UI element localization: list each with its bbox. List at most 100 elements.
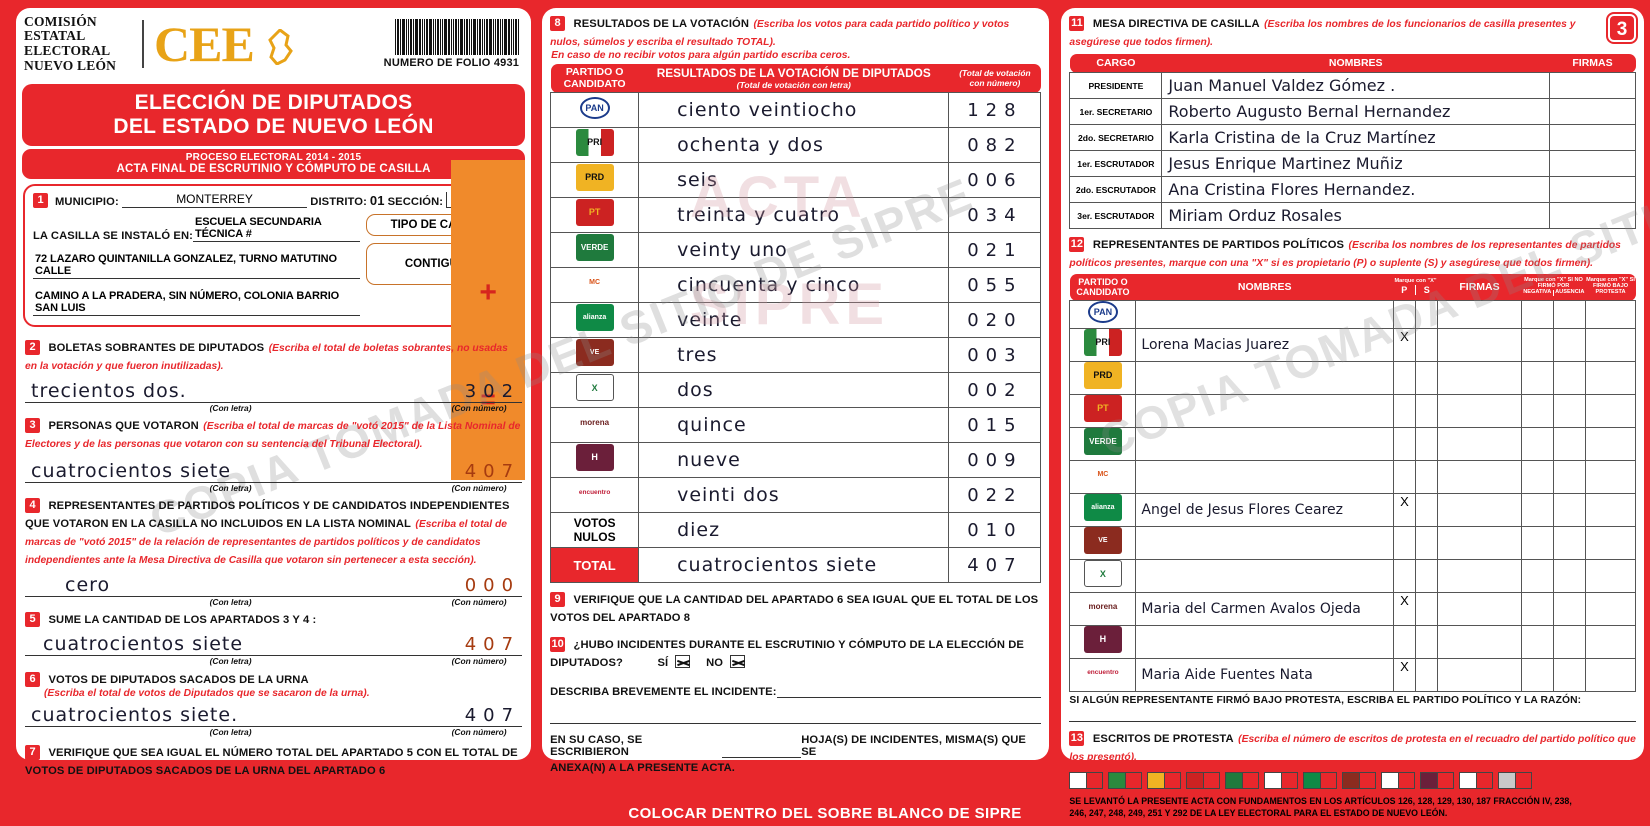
mesa-nombre[interactable]: Juan Manuel Valdez Gómez . [1161,72,1550,99]
votes-number[interactable]: 082 [948,127,1042,163]
mesa-firma[interactable] [1549,202,1636,229]
votes-text[interactable]: tres [638,337,950,373]
votes-text[interactable]: diez [638,512,950,548]
rep-ps-cell[interactable]: X [1393,328,1438,362]
rep-protesta-cell[interactable] [1585,460,1636,494]
rep-firma[interactable] [1437,493,1522,527]
mesa-nombre[interactable]: Miriam Orduz Rosales [1161,202,1550,229]
rep-nombre[interactable] [1135,559,1394,593]
rep-ps-cell[interactable] [1393,559,1438,593]
votes-text[interactable]: dos [638,372,950,408]
rep-protesta-cell[interactable] [1585,493,1636,527]
rep-nombre[interactable] [1135,300,1394,329]
votes-number[interactable]: 010 [948,512,1042,548]
votes-number[interactable]: 002 [948,372,1042,408]
votes-text[interactable]: cuatrocientos siete [638,547,950,583]
rep-protesta-cell[interactable] [1585,559,1636,593]
votes-number[interactable]: 022 [948,477,1042,513]
votes-number[interactable]: 407 [948,547,1042,583]
rep-nofirmo-cell[interactable] [1521,427,1586,461]
votes-text[interactable]: quince [638,407,950,443]
distrito-value[interactable]: 01 [369,193,385,209]
protest-box-pri[interactable] [1108,772,1143,790]
rep-nofirmo-cell[interactable] [1521,658,1586,692]
votes-number[interactable]: 055 [948,267,1042,303]
rep-firma[interactable] [1437,559,1522,593]
votes-number[interactable]: 003 [948,337,1042,373]
votes-text[interactable]: veinty uno [638,232,950,268]
votes-text[interactable]: cincuenta y cinco [638,267,950,303]
rep-nofirmo-cell[interactable] [1521,625,1586,659]
rep-nombre[interactable] [1135,460,1394,494]
section-3-numero[interactable]: 407 [436,461,523,484]
protest-box-pan[interactable] [1069,772,1104,790]
mesa-nombre[interactable]: Karla Cristina de la Cruz Martínez [1161,124,1550,151]
mesa-firma[interactable] [1549,150,1636,177]
votes-number[interactable]: 009 [948,442,1042,478]
votes-number[interactable]: 034 [948,197,1042,233]
protest-box-encuentro[interactable] [1459,772,1494,790]
rep-firma[interactable] [1437,300,1522,329]
rep-nombre[interactable] [1135,361,1394,395]
votes-number[interactable]: 020 [948,302,1042,338]
mesa-firma[interactable] [1549,124,1636,151]
section-2-letra[interactable]: trecientos dos. [25,380,437,404]
rep-nofirmo-cell[interactable] [1521,559,1586,593]
rep-nombre[interactable]: Lorena Macias Juarez [1135,328,1394,362]
rep-ps-cell[interactable] [1393,427,1438,461]
no-checkbox[interactable] [729,655,745,668]
si-checkbox[interactable] [674,655,690,668]
votes-number[interactable]: 021 [948,232,1042,268]
rep-firma[interactable] [1437,625,1522,659]
section-6-numero[interactable]: 407 [436,705,523,728]
votes-number[interactable]: 015 [948,407,1042,443]
rep-protesta-cell[interactable] [1585,427,1636,461]
rep-nofirmo-cell[interactable] [1521,394,1586,428]
protest-box-prd[interactable] [1147,772,1182,790]
rep-nofirmo-cell[interactable] [1521,526,1586,560]
mesa-firma[interactable] [1549,98,1636,125]
rep-nombre[interactable] [1135,394,1394,428]
rep-protesta-cell[interactable] [1585,300,1636,329]
rep-protesta-cell[interactable] [1585,625,1636,659]
section-5-letra[interactable]: cuatrocientos siete [25,633,437,657]
rep-ps-cell[interactable]: X [1393,592,1438,626]
mesa-nombre[interactable]: Ana Cristina Flores Hernandez. [1161,176,1550,203]
protest-box-verde[interactable] [1225,772,1260,790]
rep-nofirmo-cell[interactable] [1521,493,1586,527]
protest-input[interactable] [1069,706,1636,722]
votes-text[interactable]: ochenta y dos [638,127,950,163]
rep-nombre[interactable]: Angel de Jesus Flores Cearez [1135,493,1394,527]
protest-box-extra[interactable] [1498,772,1533,790]
rep-nofirmo-cell[interactable] [1521,300,1586,329]
mesa-nombre[interactable]: Roberto Augusto Bernal Hernandez [1161,98,1550,125]
votes-text[interactable]: nueve [638,442,950,478]
rep-protesta-cell[interactable] [1585,361,1636,395]
section-5-numero[interactable]: 407 [436,634,523,657]
protest-box-alianza[interactable] [1303,772,1338,790]
rep-firma[interactable] [1437,361,1522,395]
rep-nofirmo-cell[interactable] [1521,328,1586,362]
votes-text[interactable]: seis [638,162,950,198]
rep-firma[interactable] [1437,592,1522,626]
rep-nombre[interactable] [1135,427,1394,461]
mesa-firma[interactable] [1549,176,1636,203]
protest-box-cruzada[interactable] [1381,772,1416,790]
rep-firma[interactable] [1437,460,1522,494]
rep-protesta-cell[interactable] [1585,658,1636,692]
rep-nombre[interactable] [1135,625,1394,659]
rep-ps-cell[interactable] [1393,300,1438,329]
section-4-letra[interactable]: cero [25,574,437,598]
rep-ps-cell[interactable] [1393,625,1438,659]
section-3-letra[interactable]: cuatrocientos siete [25,460,437,484]
rep-ps-cell[interactable]: X [1393,658,1438,692]
section-6-letra[interactable]: cuatrocientos siete. [25,704,437,728]
rep-nombre[interactable] [1135,526,1394,560]
section-2-numero[interactable]: 302 [436,381,523,404]
protest-box-humanista[interactable] [1420,772,1455,790]
rep-nofirmo-cell[interactable] [1521,592,1586,626]
address-line-1[interactable]: ESCUELA SECUNDARIA TÉCNICA # [192,214,361,243]
rep-ps-cell[interactable] [1393,526,1438,560]
rep-firma[interactable] [1437,526,1522,560]
mesa-nombre[interactable]: Jesus Enrique Martinez Muñiz [1161,150,1550,177]
